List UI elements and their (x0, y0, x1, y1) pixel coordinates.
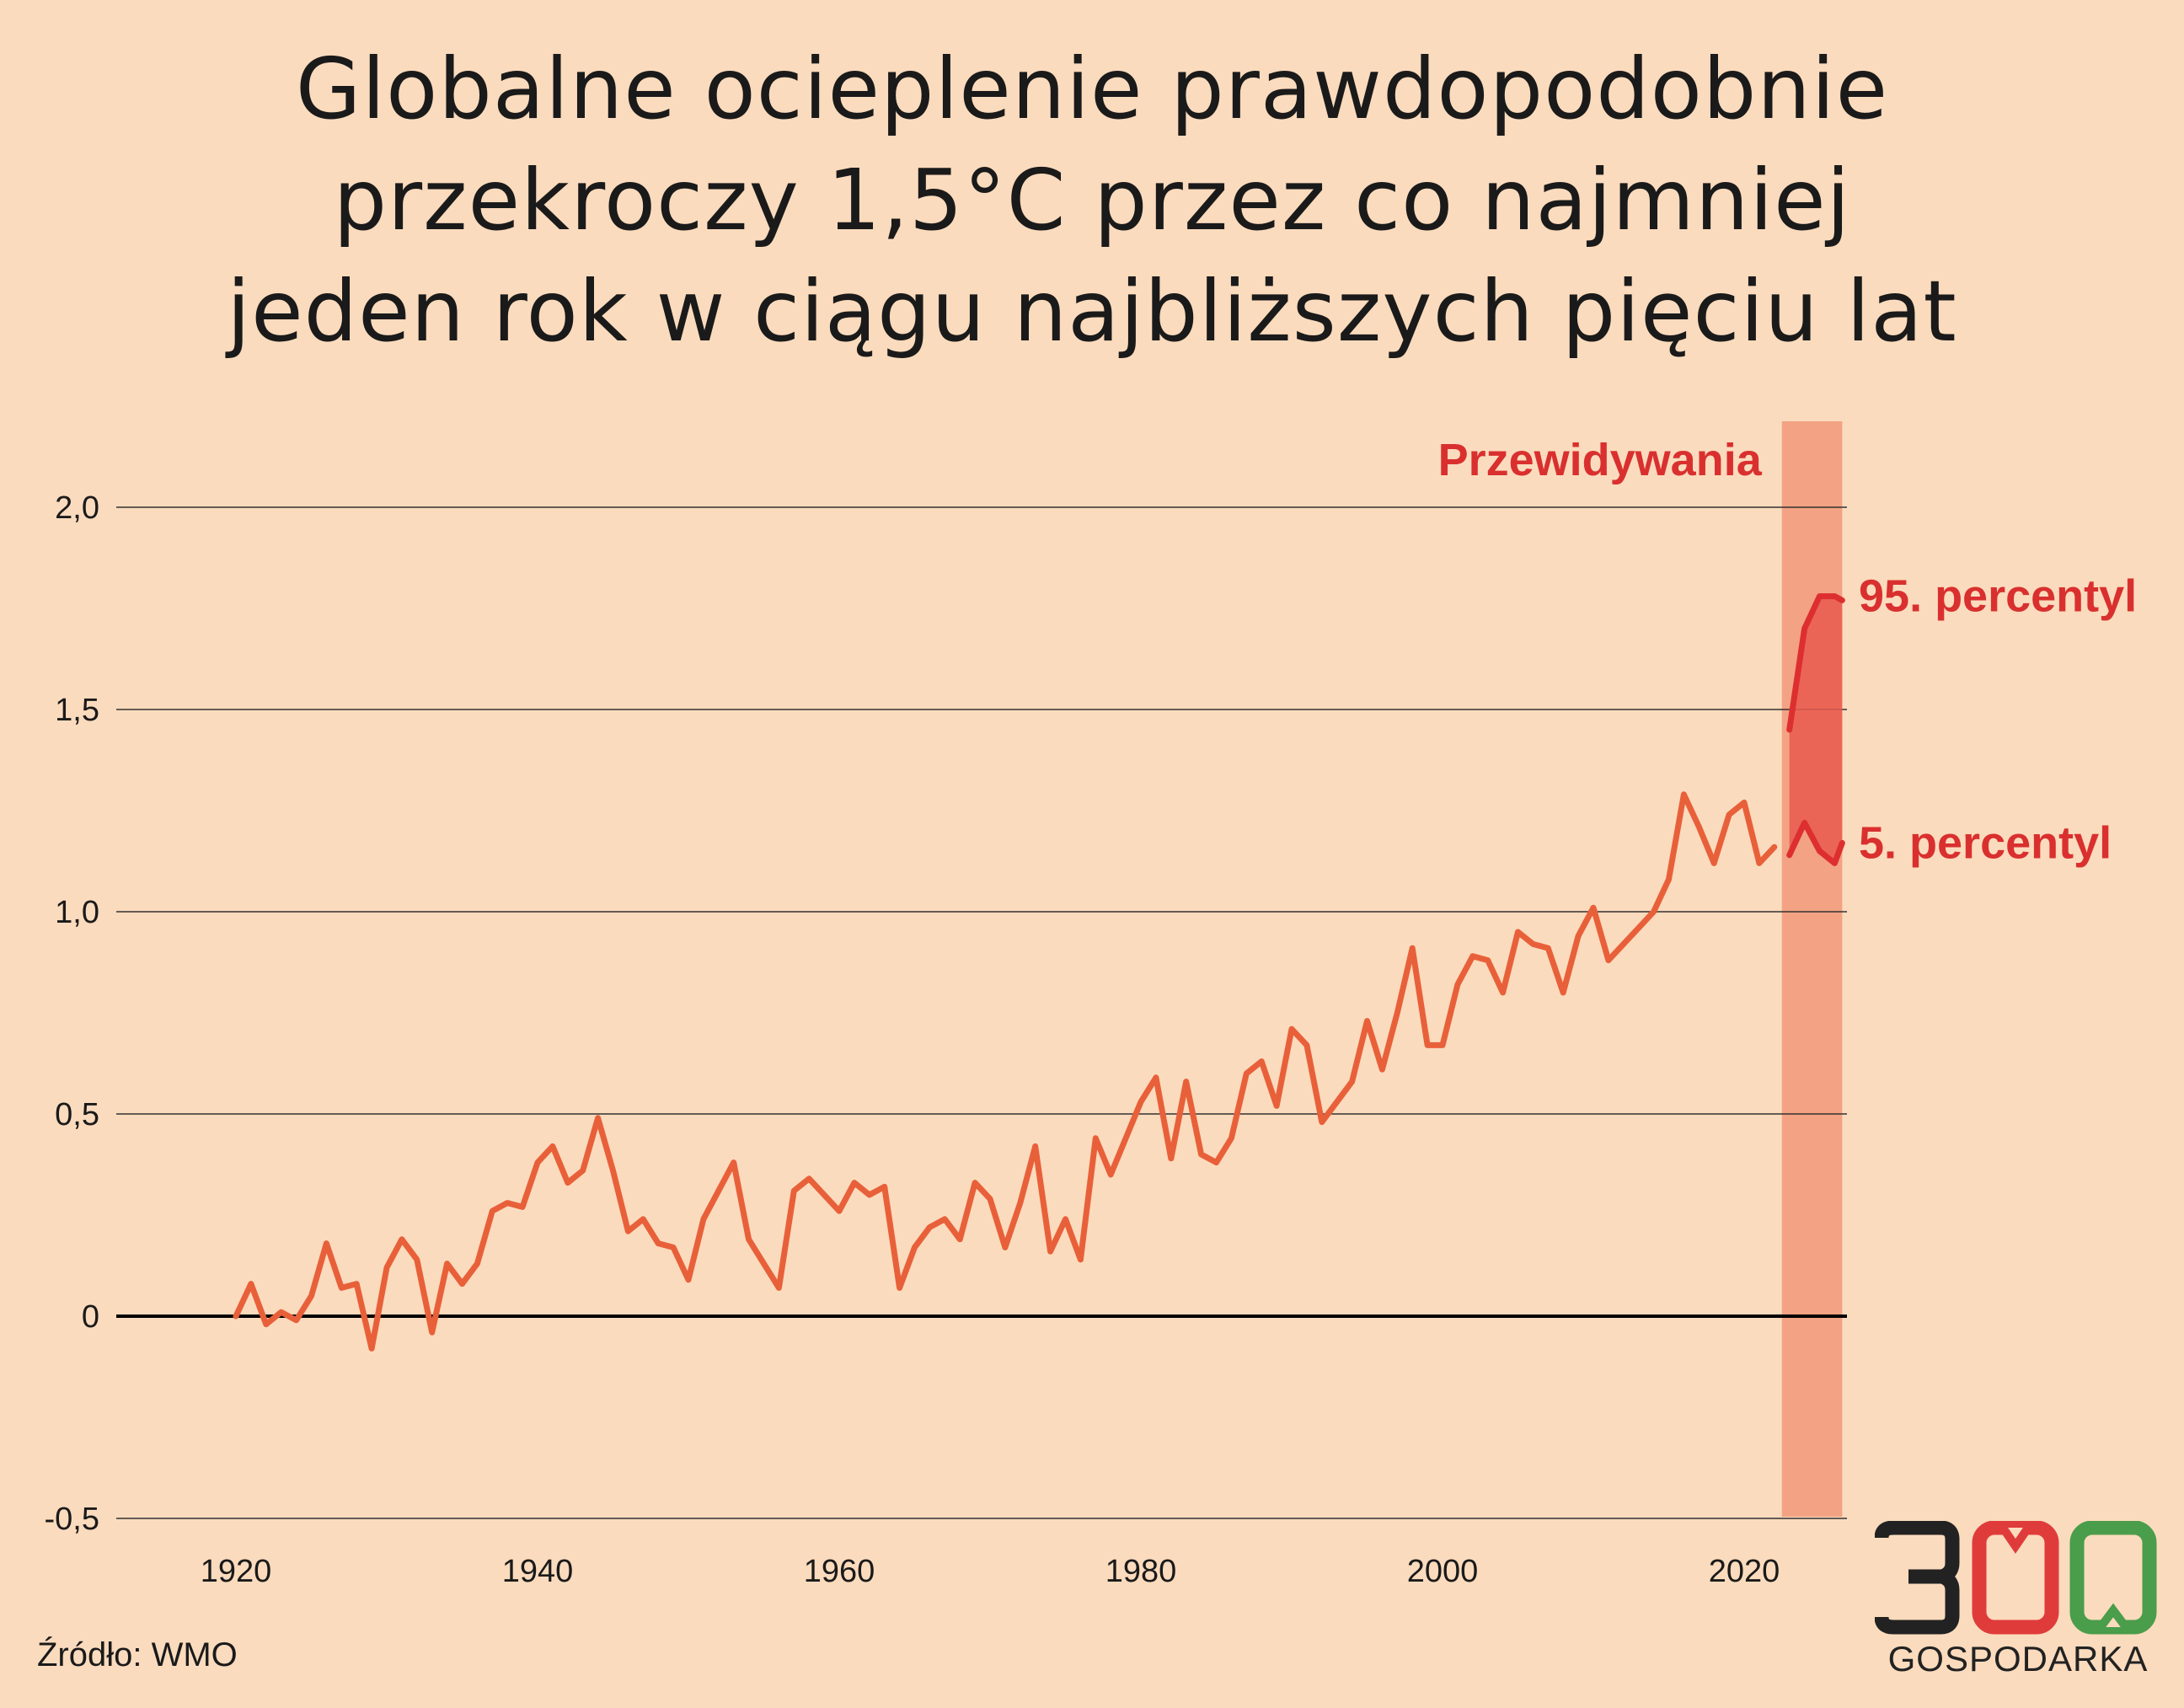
y-tick-label: 2,0 (55, 490, 99, 526)
title-line-2: przekroczy 1,5°C przez co najmniej (333, 151, 1851, 249)
title-line-1: Globalne ocieplenie prawdopodobnie (295, 40, 1889, 138)
logo-mark (1874, 1520, 2157, 1635)
y-tick-label: 1,5 (55, 693, 99, 728)
y-axis-labels: -0,5 0 0,5 1,0 1,5 2,0 (45, 490, 99, 1537)
forecast-label: Przewidywania (1438, 435, 1763, 485)
logo-text: GOSPODARKA (1887, 1639, 2149, 1679)
y-tick-label: 1,0 (55, 895, 99, 930)
series-label-p95: 95. percentyl (1859, 571, 2137, 622)
temperature-anomaly-line (233, 791, 1778, 1352)
series-label-p5: 5. percentyl (1859, 817, 2112, 868)
logo: GOSPODARKA (1874, 1520, 2161, 1681)
x-tick-label: 2020 (1709, 1554, 1780, 1589)
title-line-3: jeden rok w ciągu najbliższych pięciu la… (227, 262, 1957, 361)
x-tick-label: 1960 (804, 1554, 875, 1589)
forecast-range-area (1789, 596, 1843, 864)
forecast-range-fill (1789, 596, 1843, 864)
y-tick-label: 0 (82, 1299, 99, 1335)
forecast-band (1781, 421, 1843, 1517)
x-tick-label: 1920 (201, 1554, 272, 1589)
x-tick-label: 1940 (502, 1554, 574, 1589)
data-points (235, 596, 1843, 1349)
y-tick-label: -0,5 (45, 1502, 99, 1537)
x-tick-label: 2000 (1407, 1554, 1479, 1589)
x-tick-label: 1980 (1105, 1554, 1177, 1589)
y-tick-label: 0,5 (55, 1097, 99, 1132)
gridlines (116, 506, 1847, 1519)
x-axis-labels: 1920 1940 1960 1980 2000 2020 (201, 1554, 1780, 1589)
forecast-region (1781, 421, 1843, 1517)
source-note: Źródło: WMO (37, 1636, 238, 1673)
chart-title: Globalne ocieplenie prawdopodobnie przek… (0, 34, 2184, 367)
